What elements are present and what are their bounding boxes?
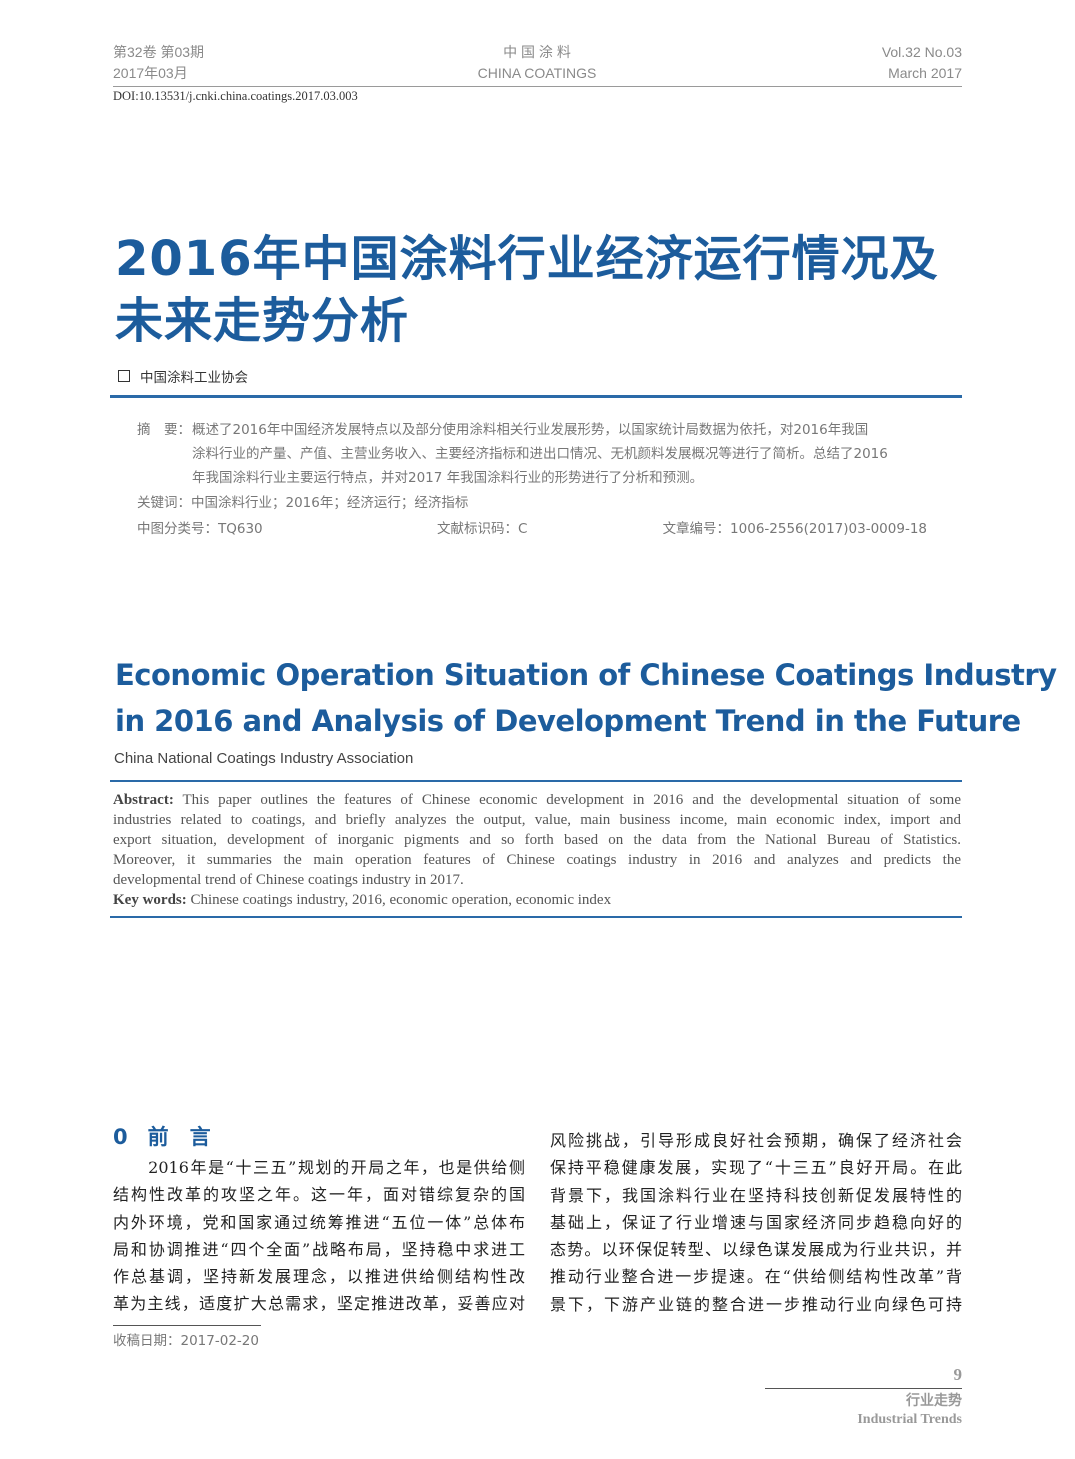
footnote-divider (113, 1325, 261, 1326)
abstract-en-line: This paper outlines the features of Chin… (173, 792, 961, 808)
journal-en: CHINA COATINGS (477, 65, 597, 81)
author-cn: 中国涂料工业协会 (140, 370, 248, 386)
body-line: 革为主线，适度扩大总需求，坚定推进改革，妥善应对 (113, 1294, 525, 1314)
abstract-en-line: Moreover, it summaries the main operatio… (113, 852, 961, 868)
body-line: 背景下，我国涂料行业在坚持科技创新促发展特性的 (550, 1185, 962, 1205)
classification-code: 中图分类号：TQ630 (137, 521, 263, 537)
section-number: 0 (113, 1125, 128, 1149)
title-cn-line: 2016年中国涂料行业经济运行情况及 (115, 231, 939, 287)
keywords-en-label: Key words: (113, 892, 187, 908)
article-number: 文章编号：1006-2556(2017)03-0009-18 (662, 521, 927, 537)
document-code: 文献标识码：C (437, 521, 528, 537)
volume-issue-en: Vol.32 No.03 March 2017 (882, 42, 962, 84)
body-line: 2016年是“十三五”规划的开局之年，也是供给侧 (113, 1158, 525, 1177)
body-line: 推动行业整合进一步提速。在“供给侧结构性改革”背 (550, 1267, 962, 1287)
abstract-cn-line: 年我国涂料行业主要运行特点，并对2017 年我国涂料行业的形势进行了分析和预测。 (192, 470, 704, 486)
footer-divider (765, 1388, 962, 1389)
volume-en: Vol.32 No.03 (881, 44, 962, 60)
abstract-en-line: industries related to coatings, and brie… (113, 812, 961, 828)
body-line: 结构性改革的攻坚之年。这一年，面对错综复杂的国 (113, 1185, 525, 1205)
title-cn: 2016年中国涂料行业经济运行情况及 未来走势分析 (115, 228, 939, 352)
keywords-cn: 关键词：中国涂料行业；2016年；经济运行；经济指标 (137, 495, 469, 511)
title-en: Economic Operation Situation of Chinese … (115, 652, 1057, 744)
body-left-column: 2016年是“十三五”规划的开局之年，也是供给侧 结构性改革的攻坚之年。这一年，… (113, 1154, 525, 1318)
body-line: 风险挑战，引导形成良好社会预期，确保了经济社会 (550, 1131, 962, 1150)
body-line: 态势。以环保促转型、以绿色谋发展成为行业共识，并 (550, 1240, 962, 1260)
footer-section-cn: 行业走势 (906, 1394, 962, 1409)
abstract-en: Abstract: This paper outlines the featur… (113, 790, 961, 910)
body-line: 基础上，保证了行业增速与国家经济同步趋稳向好的 (550, 1212, 962, 1232)
footer-section-en: Industrial Trends (857, 1412, 962, 1427)
volume-cn: 第32卷 第03期 (113, 44, 205, 60)
header-divider (113, 86, 962, 87)
abstract-cn-line: 涂料行业的产量、产值、主营业务收入、主要经济指标和进出口情况、无机颜料发展概况等… (192, 446, 888, 462)
body-line: 局和协调推进“四个全面”战略布局，坚持稳中求进工 (113, 1239, 525, 1259)
date-cn: 2017年03月 (113, 65, 188, 81)
title-en-line: Economic Operation Situation of Chinese … (115, 658, 1057, 692)
received-date: 收稿日期：2017-02-20 (113, 1333, 259, 1349)
body-line: 景下，下游产业链的整合进一步推动行业向绿色可持 (550, 1294, 962, 1314)
abstract-top-divider (110, 780, 962, 782)
title-cn-line: 未来走势分析 (115, 293, 410, 349)
abstract-cn-label: 摘 要： (137, 422, 191, 438)
abstract-en-label: Abstract: (113, 792, 174, 808)
body-right-column: 风险挑战，引导形成良好社会预期，确保了经济社会 保持平稳健康发展，实现了“十三五… (550, 1127, 962, 1318)
author-en: China National Coatings Industry Associa… (114, 750, 414, 767)
author-cn-row: 中国涂料工业协会 (118, 366, 248, 386)
keywords-en: Chinese coatings industry, 2016, economi… (186, 892, 612, 908)
date-en: March 2017 (888, 65, 962, 81)
journal-name: 中 国 涂 料 CHINA COATINGS (437, 42, 637, 84)
journal-cn: 中 国 涂 料 (503, 44, 571, 60)
body-line: 内外环境，党和国家通过统筹推进“五位一体”总体布 (113, 1212, 525, 1232)
body-line: 保持平稳健康发展，实现了“十三五”良好开局。在此 (550, 1158, 962, 1178)
page-number: 9 (953, 1365, 963, 1384)
section-divider (110, 395, 962, 398)
abstract-bottom-divider (110, 916, 962, 918)
doi: DOI:10.13531/j.cnki.china.coatings.2017.… (113, 89, 358, 103)
abstract-cn: 摘 要： 概述了2016年中国经济发展特点以及部分使用涂料相关行业发展形势，以国家… (137, 418, 927, 541)
section-heading: 0 前 言 (113, 1121, 211, 1151)
abstract-en-line: developmental trend of Chinese coatings … (113, 872, 464, 888)
section-title: 前 言 (147, 1125, 211, 1149)
body-line: 作总基调，坚持新发展理念，以推进供给侧结构性改 (113, 1267, 525, 1287)
footer-section: 行业走势 Industrial Trends (857, 1393, 962, 1429)
square-bullet-icon (118, 370, 130, 382)
abstract-en-line: export situation, development of inorgan… (113, 832, 961, 848)
volume-issue-cn: 第32卷 第03期 2017年03月 (113, 42, 204, 84)
title-en-line: in 2016 and Analysis of Development Tren… (115, 704, 1021, 738)
abstract-cn-line: 概述了2016年中国经济发展特点以及部分使用涂料相关行业发展形势，以国家统计局数… (192, 422, 869, 438)
